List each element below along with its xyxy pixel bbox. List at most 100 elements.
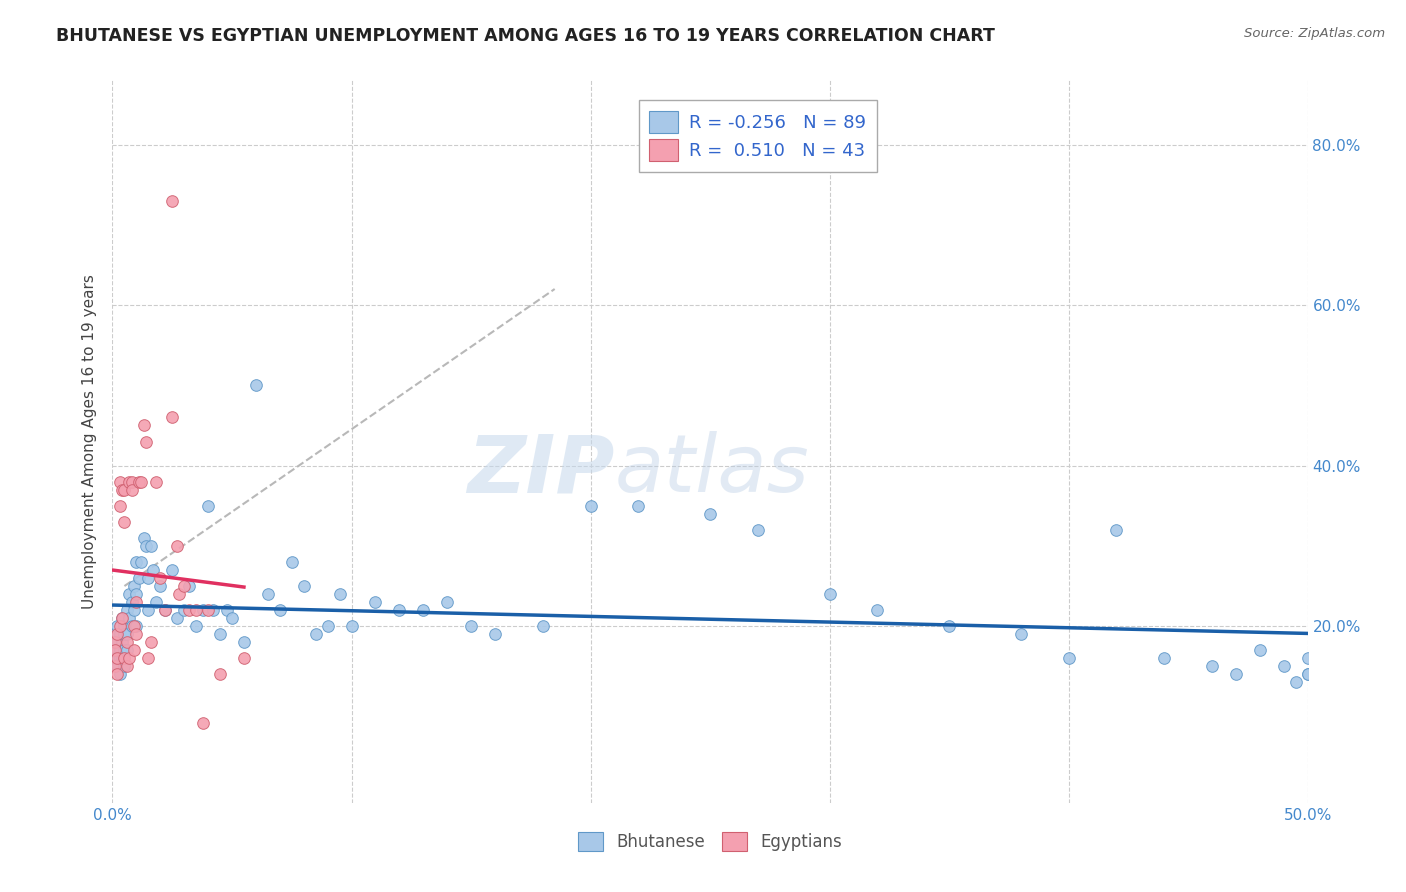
Point [104,643,127,657]
Point [121,619,143,633]
Point [1225,667,1247,681]
Point [162,563,183,577]
Text: atlas: atlas [614,432,810,509]
Point [108,667,131,681]
Point [173,579,195,593]
Legend: Bhutanese, Egyptians: Bhutanese, Egyptians [569,823,851,860]
Point [105,627,128,641]
Point [114,627,135,641]
Point [142,563,165,577]
Point [149,579,172,593]
Point [531,619,554,633]
Point [139,539,162,553]
Point [197,499,219,513]
Point [105,635,128,649]
Point [122,579,145,593]
Point [169,587,191,601]
Point [484,627,506,641]
Point [105,667,128,681]
Point [305,627,328,641]
Point [221,611,243,625]
Point [138,603,160,617]
Point [1272,659,1295,673]
Point [135,539,157,553]
Point [1285,675,1308,690]
Point [114,483,135,497]
Point [579,499,602,513]
Point [122,603,145,617]
Point [132,418,155,433]
Point [460,619,482,633]
Point [364,595,387,609]
Point [114,515,135,529]
Point [115,635,138,649]
Point [209,627,232,641]
Text: Source: ZipAtlas.com: Source: ZipAtlas.com [1244,27,1385,40]
Point [108,627,131,641]
Point [108,619,131,633]
Point [125,555,148,569]
Point [129,475,152,489]
Point [115,659,138,673]
Point [122,619,145,633]
Point [627,499,650,513]
Point [108,499,131,513]
Point [129,555,152,569]
Point [111,635,134,649]
Point [104,635,127,649]
Point [118,611,141,625]
Point [118,587,141,601]
Point [269,603,291,617]
Point [217,603,239,617]
Point [162,410,183,425]
Point [105,659,128,673]
Point [108,643,131,657]
Point [104,635,127,649]
Point [114,619,135,633]
Point [316,619,339,633]
Point [115,627,138,641]
Point [111,483,134,497]
Point [125,619,148,633]
Point [138,571,160,585]
Point [114,643,135,657]
Point [121,475,143,489]
Point [118,475,141,489]
Point [177,603,200,617]
Point [233,635,256,649]
Point [245,378,267,392]
Point [105,651,128,665]
Point [128,475,150,489]
Point [104,659,127,673]
Point [938,619,960,633]
Point [111,611,134,625]
Point [257,587,280,601]
Point [1105,523,1128,537]
Point [121,595,143,609]
Point [412,603,434,617]
Point [193,603,215,617]
Point [139,635,162,649]
Point [866,603,889,617]
Point [197,603,219,617]
Point [111,611,134,625]
Point [114,659,135,673]
Point [1201,659,1223,673]
Point [104,627,127,641]
Point [329,587,352,601]
Point [125,627,148,641]
Point [121,483,143,497]
Point [1153,651,1175,665]
Text: ZIP: ZIP [467,432,614,509]
Point [292,579,315,593]
Point [340,619,363,633]
Point [1010,627,1032,641]
Point [104,643,127,657]
Point [1057,651,1080,665]
Text: BHUTANESE VS EGYPTIAN UNEMPLOYMENT AMONG AGES 16 TO 19 YEARS CORRELATION CHART: BHUTANESE VS EGYPTIAN UNEMPLOYMENT AMONG… [56,27,995,45]
Point [1296,651,1319,665]
Point [125,595,148,609]
Point [1249,643,1271,657]
Point [128,571,150,585]
Point [153,603,176,617]
